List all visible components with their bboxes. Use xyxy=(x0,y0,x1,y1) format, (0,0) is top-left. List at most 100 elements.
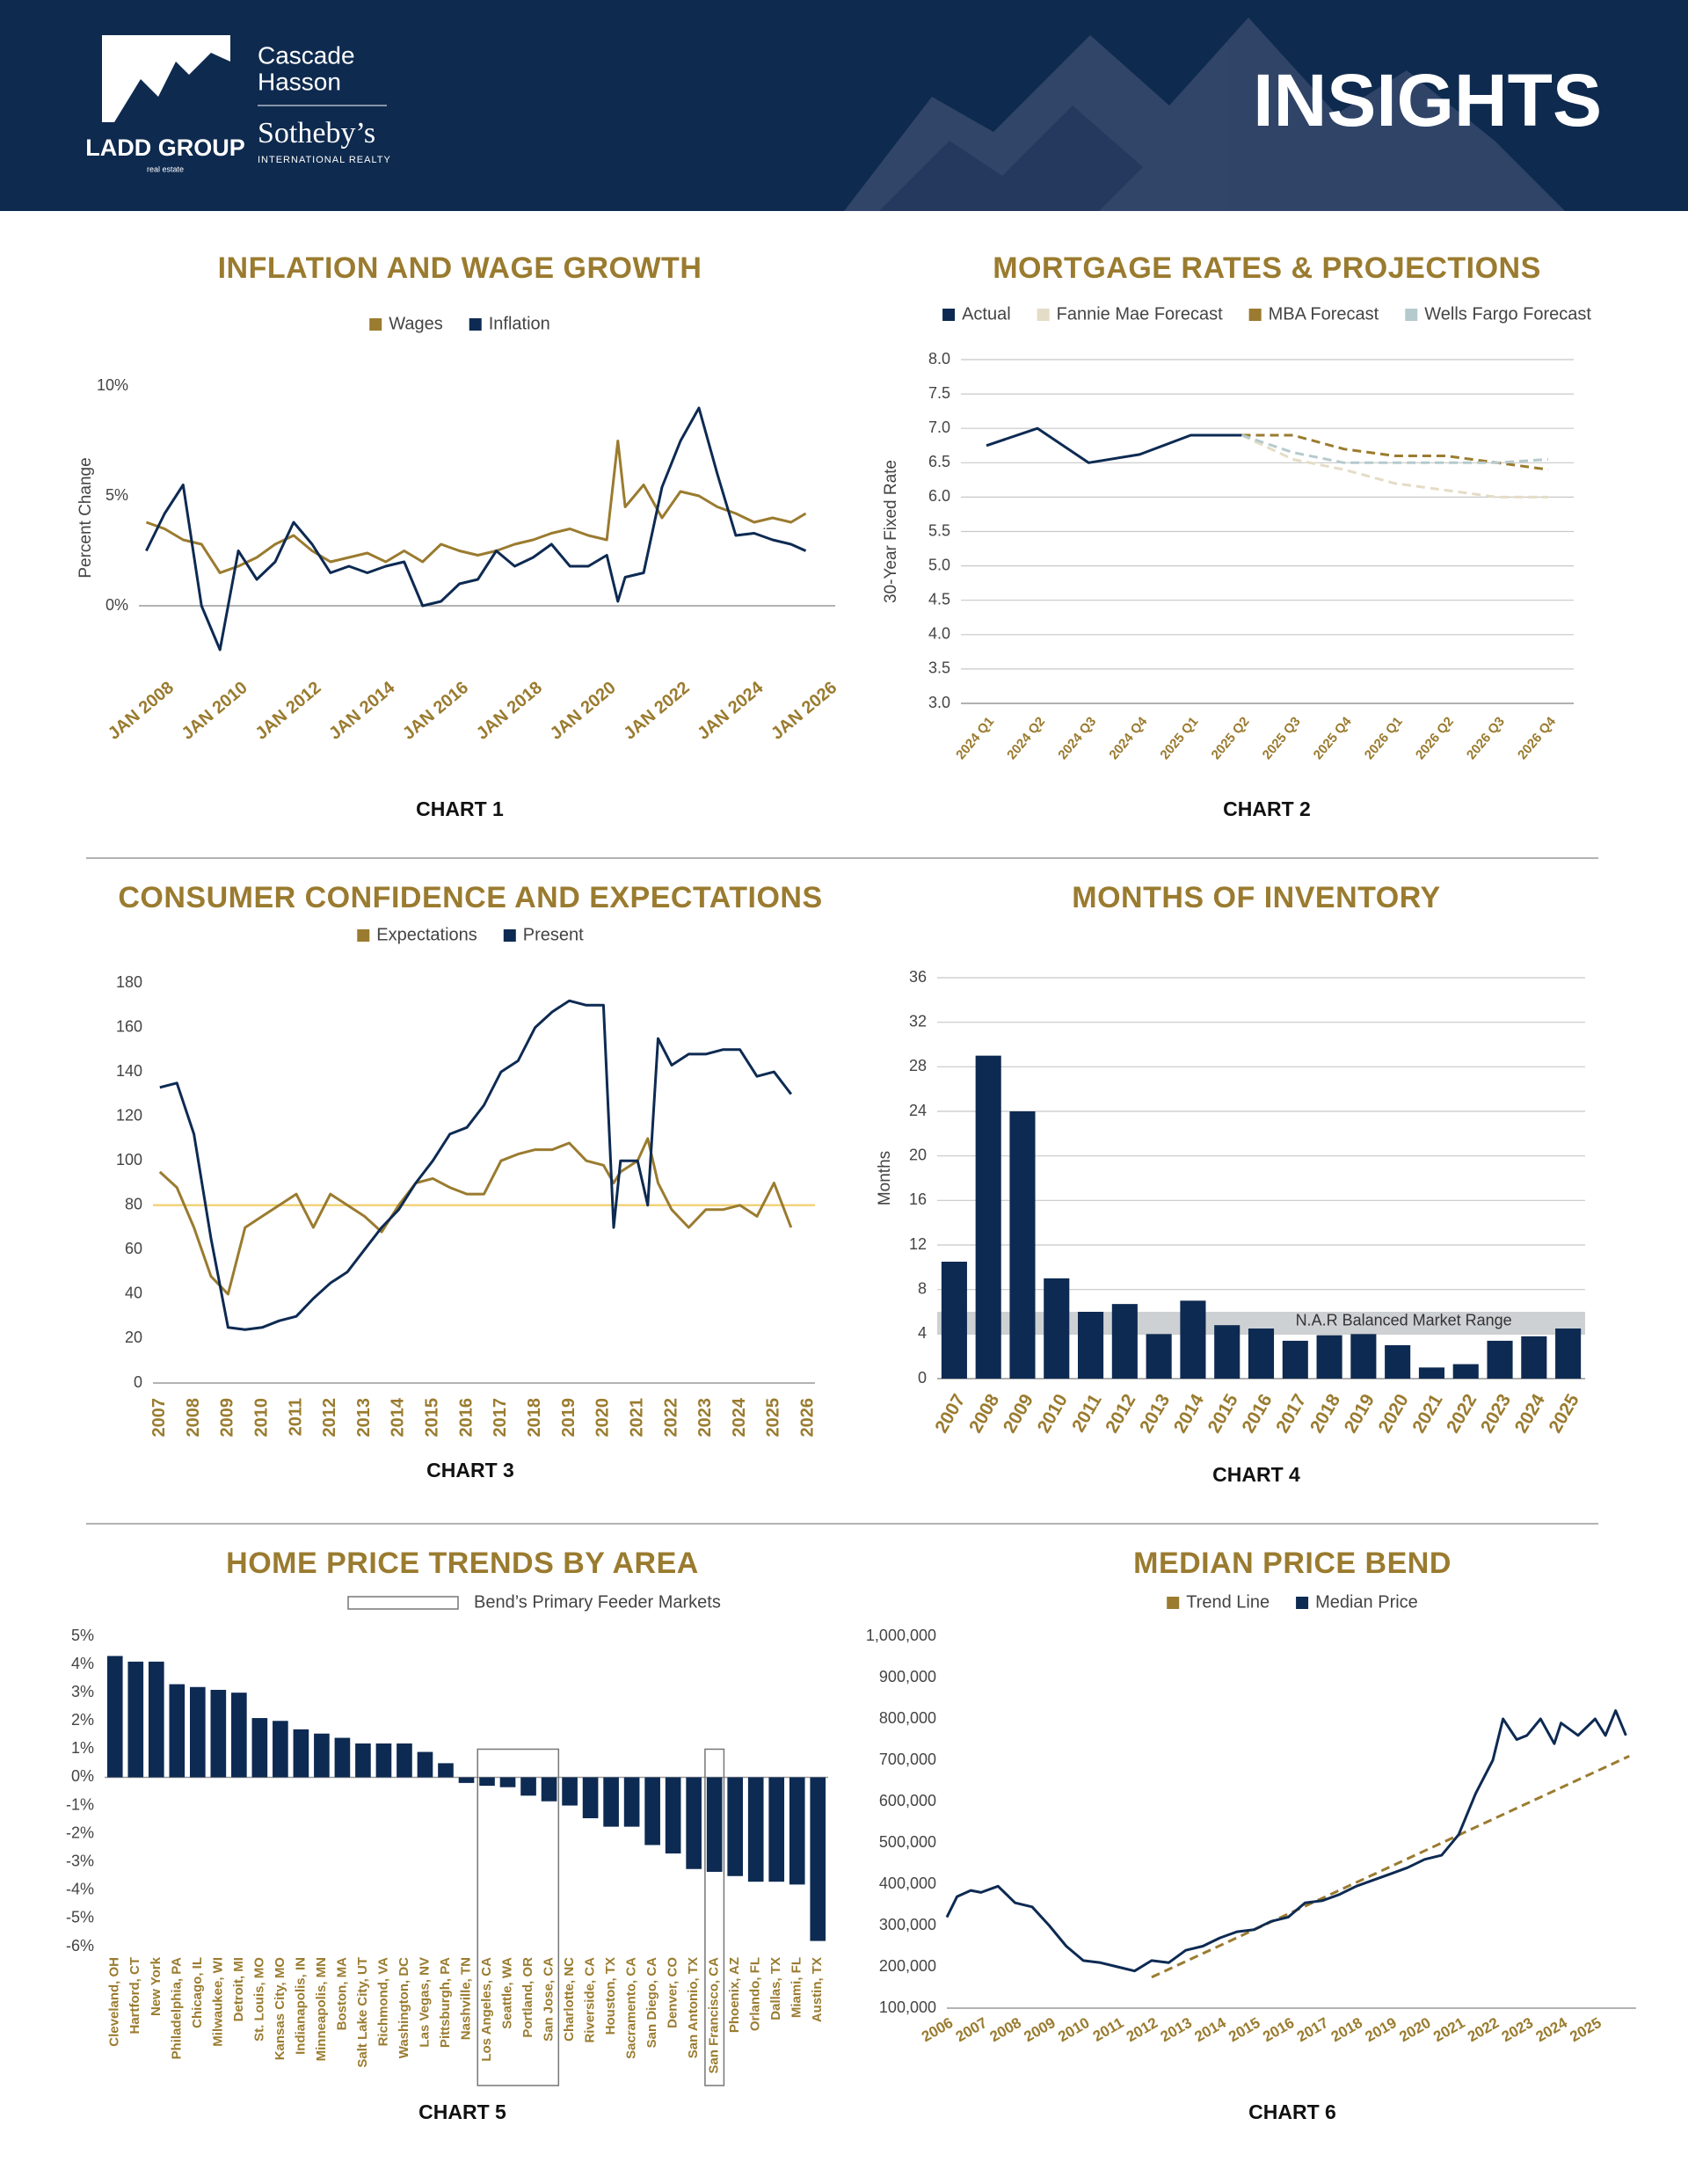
x-tick-label: 2024 Q1 xyxy=(953,714,997,762)
x-tick-label: 2026 Q1 xyxy=(1362,714,1406,762)
bar xyxy=(479,1777,495,1787)
x-tick-label: 2015 xyxy=(423,1398,442,1438)
x-tick-label: 2022 xyxy=(1443,1391,1481,1437)
bar xyxy=(210,1689,227,1778)
bar xyxy=(1248,1329,1275,1379)
page-title: INSIGHTS xyxy=(1253,59,1602,142)
y-tick-label: 7.5 xyxy=(928,384,950,402)
logo-text: LADD GROUP xyxy=(85,135,245,161)
y-tick-label: -2% xyxy=(66,1824,94,1841)
x-tick-label: New York xyxy=(149,1956,164,2016)
y-tick-label: 6.0 xyxy=(928,487,950,505)
chart-title: MORTGAGE RATES & PROJECTIONS xyxy=(993,251,1541,285)
bar xyxy=(314,1733,330,1778)
y-tick-label: 80 xyxy=(125,1196,142,1213)
y-tick-label: 400,000 xyxy=(879,1875,936,1892)
x-tick-label: 2017 xyxy=(1272,1391,1310,1437)
x-tick-label: 2025 Q1 xyxy=(1157,714,1201,762)
x-tick-label: San Francisco, CA xyxy=(707,1957,722,2074)
x-tick-label: 2017 xyxy=(1294,2014,1331,2045)
y-tick-label: 6.5 xyxy=(928,453,950,470)
bar xyxy=(603,1777,619,1827)
y-tick-label: 2% xyxy=(71,1711,94,1729)
legend-label: Wells Fargo Forecast xyxy=(1424,304,1591,324)
chart-caption: CHART 3 xyxy=(426,1459,514,1481)
series-line xyxy=(1151,1754,1630,1979)
y-tick-label: 8 xyxy=(918,1279,927,1297)
series-line xyxy=(945,1709,1627,1973)
x-tick-label: 2009 xyxy=(1021,2014,1058,2045)
chart-title: MONTHS OF INVENTORY xyxy=(1072,881,1440,914)
x-tick-label: JAN 2026 xyxy=(768,678,840,744)
bar xyxy=(1180,1300,1206,1379)
y-tick-label: 10% xyxy=(97,376,128,394)
x-tick-label: 2013 xyxy=(1158,2014,1195,2045)
logo: LADD GROUP real estate Cascade Hasson So… xyxy=(85,35,391,173)
x-tick-label: Miami, FL xyxy=(789,1957,804,2018)
y-tick-label: 600,000 xyxy=(879,1792,936,1809)
x-tick-label: 2018 xyxy=(1306,1390,1344,1436)
y-axis-label: 30-Year Fixed Rate xyxy=(882,460,900,603)
x-tick-label: Dallas, TX xyxy=(768,1957,783,2020)
x-tick-label: Riverside, CA xyxy=(583,1957,598,2043)
legend-label: MBA Forecast xyxy=(1269,304,1379,324)
x-tick-label: 2020 xyxy=(1396,2014,1433,2045)
bar xyxy=(148,1661,164,1778)
y-tick-label: -1% xyxy=(66,1795,94,1813)
x-tick-label: Richmond, VA xyxy=(375,1957,390,2047)
x-tick-label: JAN 2022 xyxy=(620,678,693,744)
x-tick-label: 2026 Q2 xyxy=(1413,714,1457,762)
y-tick-label: 1% xyxy=(71,1739,94,1757)
y-tick-label: 0 xyxy=(918,1369,927,1387)
x-tick-label: JAN 2024 xyxy=(694,677,768,743)
series-line xyxy=(159,999,792,1331)
y-tick-label: -4% xyxy=(66,1881,94,1898)
x-tick-label: JAN 2016 xyxy=(399,678,472,744)
chart-caption: CHART 2 xyxy=(1223,797,1311,820)
bar xyxy=(623,1777,640,1827)
y-tick-label: 5% xyxy=(71,1627,94,1644)
bar xyxy=(334,1737,351,1778)
x-tick-label: 2007 xyxy=(149,1398,169,1438)
x-tick-label: Seattle, WA xyxy=(499,1957,514,2029)
brand-text: INTERNATIONAL REALTY xyxy=(258,155,391,165)
x-tick-label: 2007 xyxy=(953,2014,990,2045)
x-tick-label: 2018 xyxy=(1328,2014,1365,2045)
y-tick-label: 5.5 xyxy=(928,521,950,539)
x-tick-label: Milwaukee, WI xyxy=(210,1957,225,2047)
bar xyxy=(706,1777,723,1872)
bar xyxy=(458,1777,475,1783)
x-tick-label: 2023 xyxy=(1477,1391,1515,1437)
bar xyxy=(1009,1111,1036,1379)
bar xyxy=(541,1777,557,1802)
x-tick-label: JAN 2020 xyxy=(547,678,620,744)
x-tick-label: San Diego, CA xyxy=(644,1957,659,2049)
y-tick-label: 5% xyxy=(106,486,128,504)
bar xyxy=(106,1656,123,1778)
bar xyxy=(273,1721,288,1778)
y-tick-label: 3.0 xyxy=(928,694,950,711)
legend-label: Expectations xyxy=(376,925,477,944)
bar xyxy=(1385,1345,1411,1379)
bar xyxy=(189,1686,206,1778)
y-tick-label: 40 xyxy=(125,1285,142,1302)
highlight-box xyxy=(704,1748,725,2086)
bar xyxy=(941,1262,967,1379)
chart-caption: CHART 4 xyxy=(1212,1463,1300,1486)
x-tick-label: Kansas City, MO xyxy=(273,1957,287,2061)
y-tick-label: 12 xyxy=(909,1235,927,1253)
bar xyxy=(747,1777,764,1882)
bar xyxy=(1146,1334,1172,1379)
bar xyxy=(169,1684,186,1778)
legend-label: Fannie Mae Forecast xyxy=(1057,304,1223,324)
legend-swatch xyxy=(369,318,382,331)
bar xyxy=(1111,1304,1138,1379)
x-tick-label: 2011 xyxy=(1090,2014,1126,2045)
x-tick-label: San Antonio, TX xyxy=(686,1957,701,2058)
x-tick-label: 2020 xyxy=(593,1398,613,1438)
brand-text: Hasson xyxy=(258,68,341,95)
x-tick-label: 2024 Q2 xyxy=(1004,714,1048,762)
x-tick-label: 2008 xyxy=(965,1390,1003,1436)
x-tick-label: JAN 2014 xyxy=(325,677,399,743)
x-tick-label: Boston, MA xyxy=(334,1957,349,2030)
